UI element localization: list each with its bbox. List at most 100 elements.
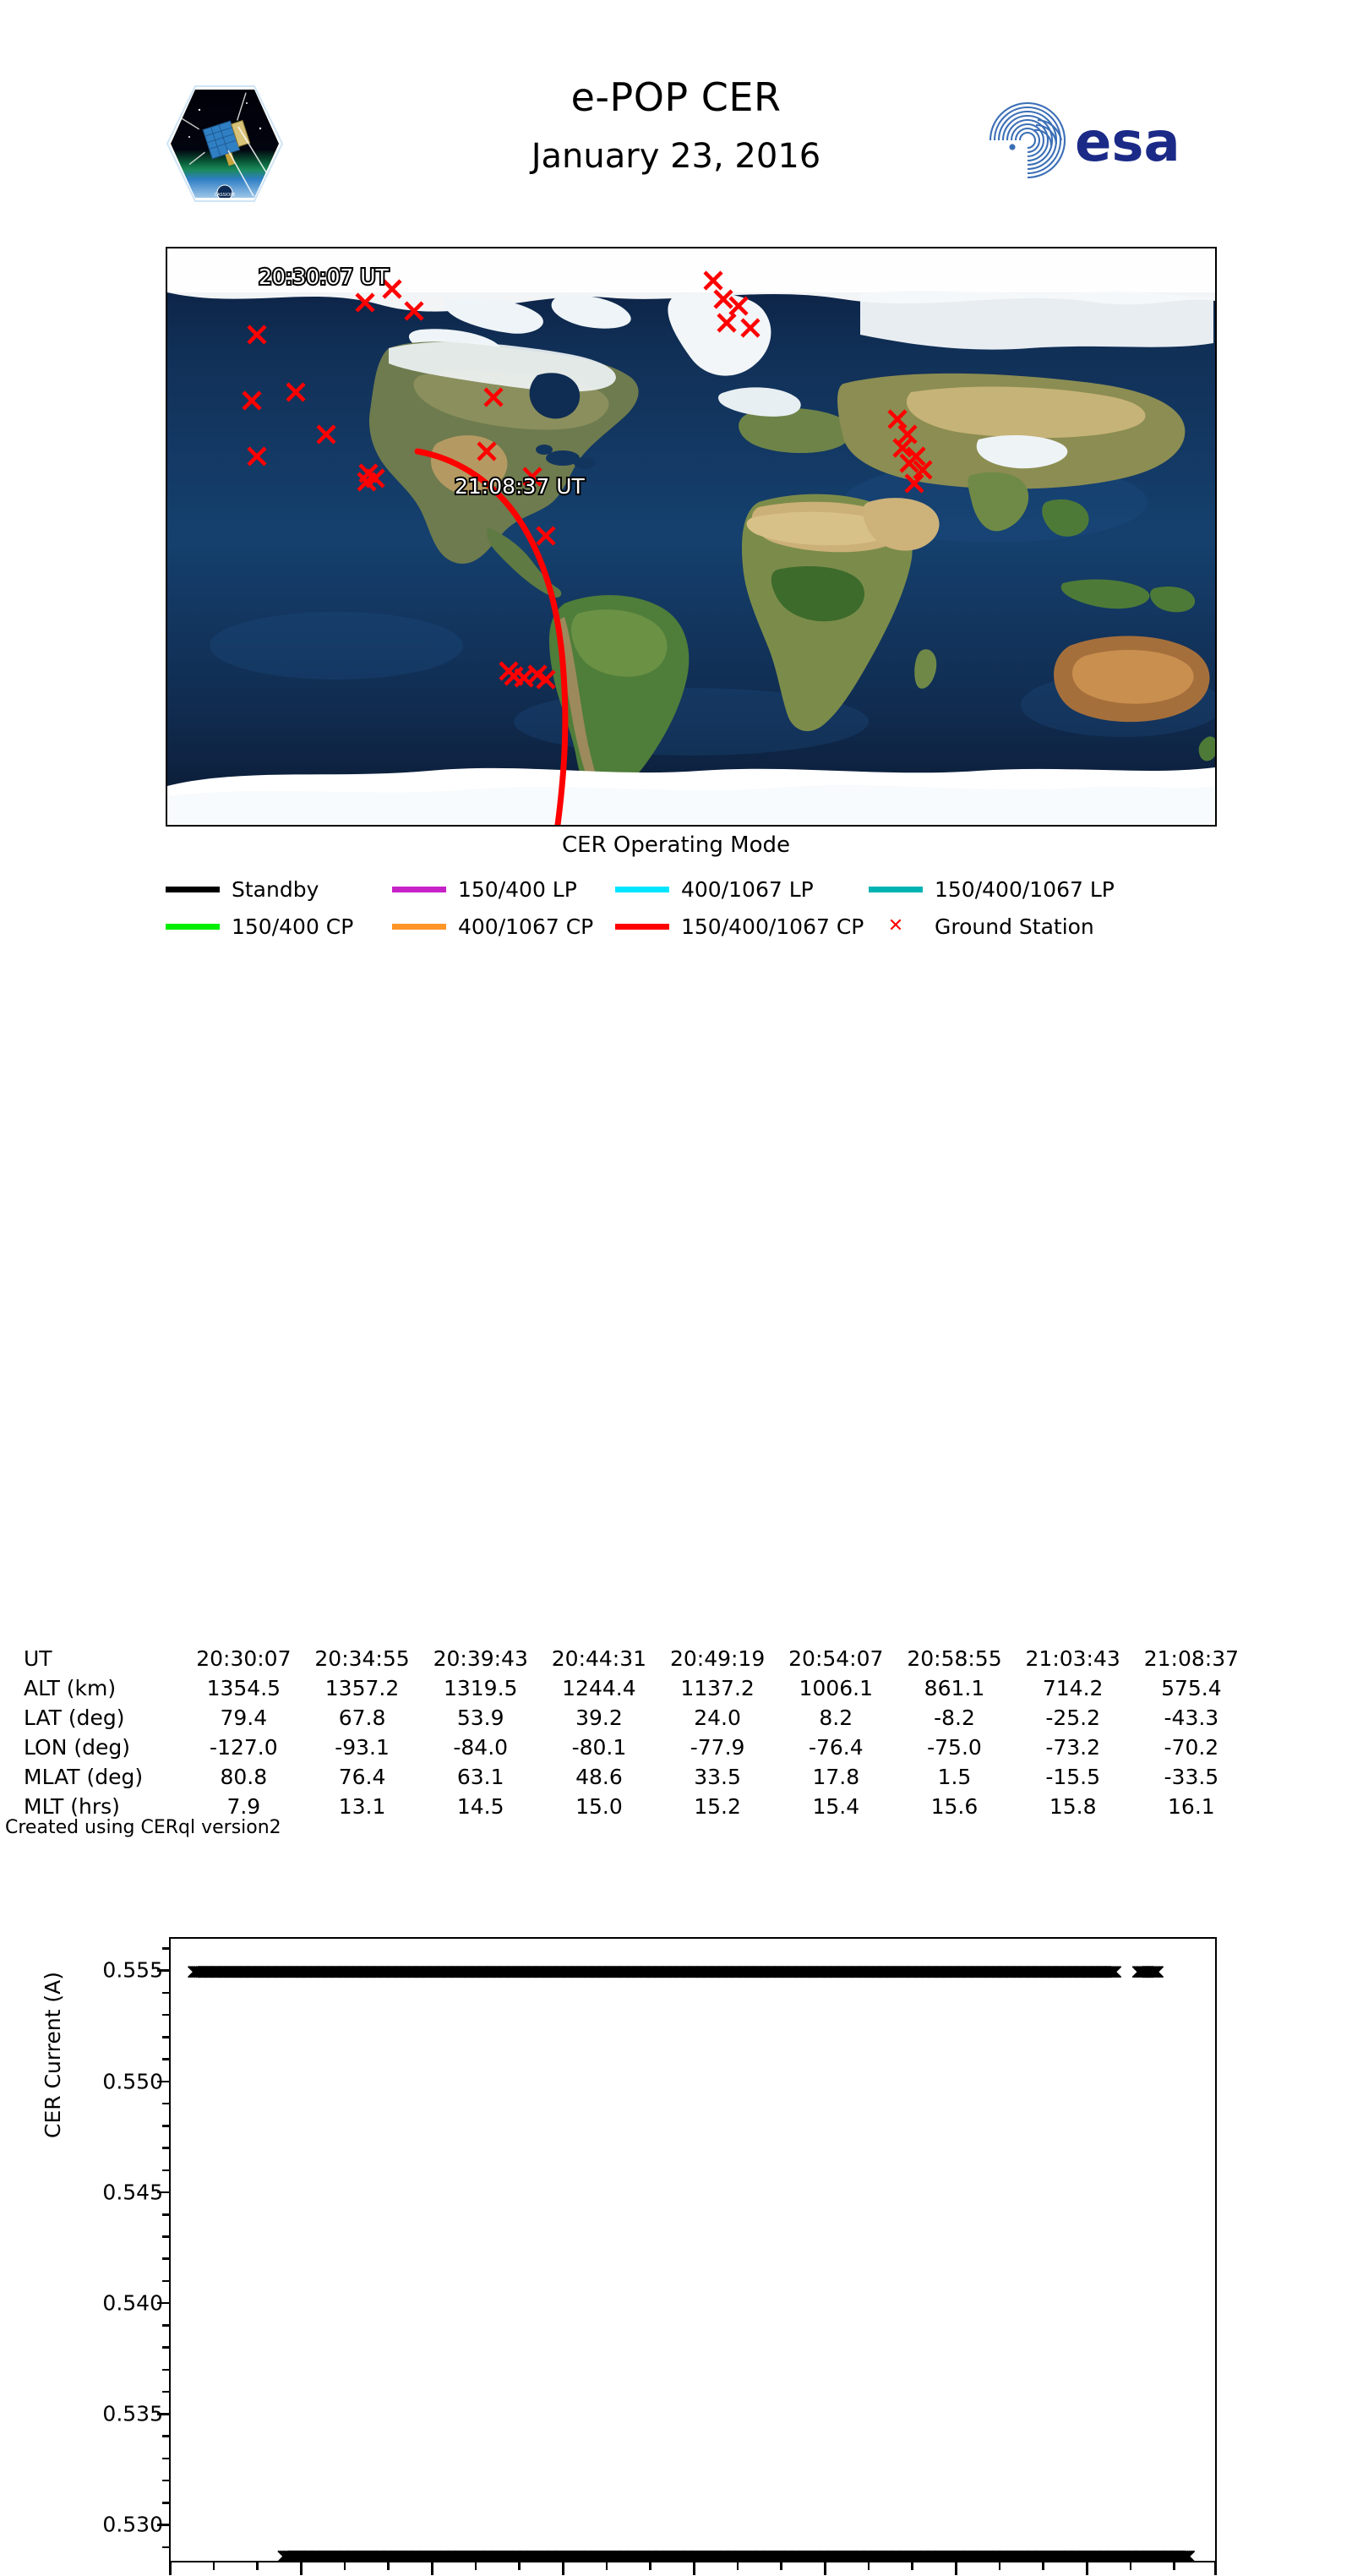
orbit-ground-track-map[interactable]: 20:30:07 UT 21:08:37 UT <box>166 247 1217 827</box>
legend-label: 400/1067 LP <box>681 876 814 902</box>
y-minor-tick <box>162 2346 169 2349</box>
table-cell: 1137.2 <box>680 1676 755 1700</box>
legend-item-400-1067-lp[interactable]: 400/1067 LP <box>615 877 869 902</box>
legend-item-ground-station[interactable]: ✕ Ground Station <box>869 914 1094 939</box>
ephemeris-table: UT 20:30:07 20:34:55 20:39:43 20:44:31 20:49:… <box>0 1644 1352 1821</box>
legend-item-150-400-1067-cp[interactable]: 150/400/1067 CP <box>615 914 869 939</box>
table-row: LON (deg) -127.0 -93.1 -84.0 -80.1 -77.9 -76.4… <box>24 1733 1251 1762</box>
cassiope-logo: CASSIOPE <box>166 85 284 203</box>
table-cell: 13.1 <box>338 1794 386 1819</box>
x-minor-tick <box>212 2562 215 2570</box>
table-cell: -25.2 <box>1045 1706 1100 1730</box>
table-cell: 861.1 <box>924 1676 985 1700</box>
track-end-label: 21:08:37 UT <box>455 474 586 499</box>
x-minor-tick <box>474 2562 477 2570</box>
table-cell: 14.5 <box>456 1794 504 1819</box>
plot-area[interactable] <box>169 1937 1217 2562</box>
x-major-tick <box>300 2562 303 2575</box>
y-tick-label: 0.555 <box>102 1957 163 1983</box>
x-minor-tick <box>911 2562 913 2570</box>
legend-label: 150/400 CP <box>232 914 354 939</box>
x-minor-tick <box>780 2562 782 2570</box>
legend-item-150-400-1067-lp[interactable]: 150/400/1067 LP <box>869 877 1115 902</box>
svg-text:CASSIOPE: CASSIOPE <box>215 193 236 198</box>
y-minor-tick <box>162 2013 169 2017</box>
x-major-tick <box>693 2562 695 2575</box>
table-row: MLT (hrs) 7.9 13.1 14.5 15.0 15.2 15.4 15.6 15.8… <box>24 1792 1251 1821</box>
table-cell: -15.5 <box>1045 1765 1100 1789</box>
table-cell: 1244.4 <box>562 1676 636 1700</box>
table-cell: 24.0 <box>694 1706 741 1730</box>
table-cell: 16.1 <box>1168 1794 1215 1819</box>
x-minor-tick <box>605 2562 608 2570</box>
table-row-label: LAT (deg) <box>24 1706 125 1730</box>
esa-logo: esa <box>987 100 1224 181</box>
table-cell: -75.0 <box>927 1735 982 1760</box>
y-minor-tick <box>162 2169 169 2172</box>
y-minor-tick <box>162 2546 169 2549</box>
table-row-label: ALT (km) <box>24 1676 117 1700</box>
legend-label: 150/400/1067 CP <box>681 914 864 939</box>
y-minor-tick <box>162 2435 169 2437</box>
legend-item-150-400-cp[interactable]: 150/400 CP <box>166 914 392 939</box>
table-cell: -93.1 <box>335 1735 390 1760</box>
table-cell: 67.8 <box>338 1706 386 1730</box>
x-minor-tick <box>736 2562 739 2570</box>
y-major-tick <box>157 2080 169 2083</box>
ephemeris-table-grid: UT 20:30:07 20:34:55 20:39:43 20:44:31 20:49:… <box>24 1644 1251 1821</box>
y-axis-label: CER Current (A) <box>41 1971 65 2138</box>
x-major-tick <box>1086 2562 1088 2575</box>
table-row: MLAT (deg) 80.8 76.4 63.1 48.6 33.5 17.8 1.5 -15… <box>24 1762 1251 1792</box>
table-row-label: LON (deg) <box>24 1735 130 1760</box>
x-minor-tick <box>998 2562 1001 2570</box>
y-tick-label: 0.550 <box>102 2069 163 2094</box>
table-cell: -43.3 <box>1164 1706 1219 1730</box>
page-header: CASSIOPE e-POP CER January 23, 2016 <box>0 0 1352 228</box>
y-minor-tick <box>162 1991 169 1995</box>
x-minor-tick <box>343 2562 346 2570</box>
y-tick-label: 0.540 <box>102 2290 163 2316</box>
table-cell: 21:08:37 <box>1143 1646 1240 1671</box>
table-cell: 575.4 <box>1161 1676 1222 1700</box>
legend-item-standby[interactable]: Standby <box>166 877 392 902</box>
table-cell: 20:58:55 <box>907 1646 1002 1671</box>
scatter-canvas <box>188 1965 1196 2561</box>
table-cell: 20:44:31 <box>551 1646 647 1671</box>
y-minor-tick <box>162 2058 169 2060</box>
ground-station-markers <box>242 270 933 690</box>
table-cell: 1319.5 <box>443 1676 518 1700</box>
legend-label: Ground Station <box>935 914 1094 939</box>
legend-title: CER Operating Mode <box>561 832 790 858</box>
ground-track-line <box>414 448 569 825</box>
x-axis-tick-marks <box>169 2562 1217 2576</box>
track-start-label: 20:30:07 UT <box>259 265 390 289</box>
legend-color-swatch <box>166 886 220 892</box>
table-cell: 20:49:19 <box>669 1646 766 1671</box>
x-minor-tick <box>518 2562 521 2570</box>
table-cell: 17.8 <box>812 1765 860 1789</box>
table-row: LAT (deg) 79.4 67.8 53.9 39.2 24.0 8.2 -8.2 -25.… <box>24 1703 1251 1733</box>
scatter-series <box>188 1965 1164 1978</box>
x-minor-tick <box>1173 2562 1175 2570</box>
legend-item-150-400-lp[interactable]: 150/400 LP <box>392 877 615 902</box>
legend-color-swatch <box>615 886 669 892</box>
x-major-tick <box>824 2562 826 2575</box>
legend-row-2: 150/400 CP 400/1067 CP 150/400/1067 CP ✕… <box>166 908 1217 945</box>
table-cell: 7.9 <box>226 1794 261 1819</box>
table-row: UT 20:30:07 20:34:55 20:39:43 20:44:31 20:49:… <box>24 1644 1251 1673</box>
table-cell: 15.6 <box>930 1794 979 1819</box>
y-tick-label: 0.535 <box>102 2401 163 2426</box>
legend-color-swatch <box>615 923 669 930</box>
table-cell: -70.2 <box>1164 1735 1219 1760</box>
x-major-tick <box>169 2562 172 2575</box>
table-cell: -77.9 <box>690 1735 745 1760</box>
table-cell: 714.2 <box>1042 1676 1104 1700</box>
table-cell: 20:34:55 <box>314 1646 410 1671</box>
y-axis-tick-marks <box>157 1937 169 2562</box>
table-cell: 48.6 <box>575 1765 623 1789</box>
y-minor-tick <box>162 2147 169 2149</box>
table-cell: 8.2 <box>819 1706 853 1730</box>
table-cell: -8.2 <box>934 1706 975 1730</box>
legend-item-400-1067-cp[interactable]: 400/1067 CP <box>392 914 615 939</box>
table-cell: -33.5 <box>1164 1765 1219 1789</box>
